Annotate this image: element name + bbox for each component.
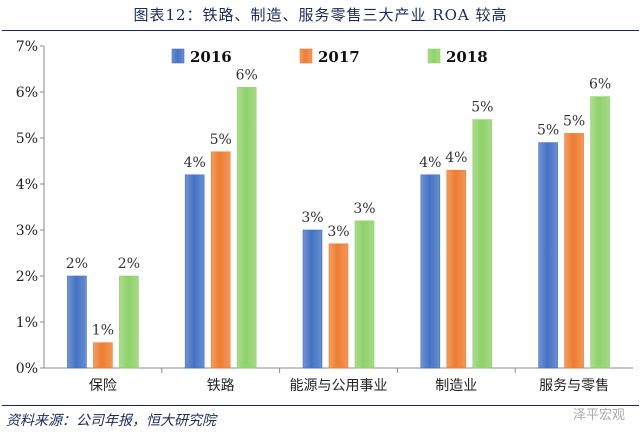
y-tick-label: 5%	[16, 131, 38, 147]
bar-2017	[328, 243, 349, 369]
legend-label: 2017	[318, 48, 360, 66]
source-note: 资料来源：公司年报，恒大研究院	[6, 413, 216, 429]
chart-title: 图表12：铁路、制造、服务零售三大产业 ROA 较高	[133, 6, 508, 24]
x-tick-label: 服务与零售	[539, 378, 609, 394]
title-divider	[2, 30, 639, 31]
bar-2016	[538, 142, 558, 369]
bar-2016	[67, 275, 87, 369]
bar-2018	[119, 275, 139, 369]
bar-2016	[184, 174, 205, 369]
y-tick-label: 6%	[16, 85, 38, 101]
y-tick-label: 1%	[16, 315, 38, 331]
legend-swatch	[299, 48, 313, 64]
bar-2016	[420, 174, 441, 369]
bar-2017	[93, 342, 113, 369]
data-label: 4%	[184, 155, 206, 171]
x-tick-label: 铁路	[207, 378, 235, 394]
bar-2018	[472, 119, 493, 369]
legend-label: 2016	[190, 48, 232, 66]
data-label: 2%	[118, 256, 140, 272]
bar-2017	[210, 151, 231, 369]
bar-2016	[302, 229, 323, 369]
y-tick-label: 4%	[16, 177, 38, 193]
data-label: 3%	[353, 201, 375, 217]
bar-2018	[354, 220, 375, 369]
bar-2018	[236, 87, 257, 369]
y-tick-label: 7%	[16, 39, 38, 55]
bar-2017	[446, 169, 467, 369]
x-tick-label: 保险	[89, 378, 117, 394]
legend-swatch	[171, 48, 185, 64]
legend-label: 2018	[446, 48, 488, 66]
legend-swatch	[427, 48, 441, 64]
data-label: 5%	[563, 113, 585, 129]
data-label: 5%	[210, 132, 232, 148]
data-label: 3%	[301, 210, 323, 226]
data-label: 2%	[66, 256, 88, 272]
y-tick-label: 0%	[16, 361, 38, 377]
data-label: 4%	[445, 150, 467, 166]
x-tick-label: 能源与公用事业	[290, 378, 388, 394]
data-label: 4%	[419, 155, 441, 171]
bar-2017	[564, 133, 584, 369]
data-label: 5%	[471, 100, 493, 116]
data-label: 6%	[236, 67, 258, 83]
data-label: 3%	[327, 224, 349, 240]
x-tick-label: 制造业	[435, 378, 477, 394]
data-label: 5%	[537, 123, 559, 139]
data-label: 1%	[92, 323, 114, 339]
y-tick-label: 3%	[16, 223, 38, 239]
bar-2018	[590, 96, 610, 369]
watermark: 泽平宏观	[572, 408, 625, 423]
data-label: 6%	[589, 77, 611, 93]
footer-divider	[2, 405, 639, 406]
y-tick-label: 2%	[16, 269, 38, 285]
